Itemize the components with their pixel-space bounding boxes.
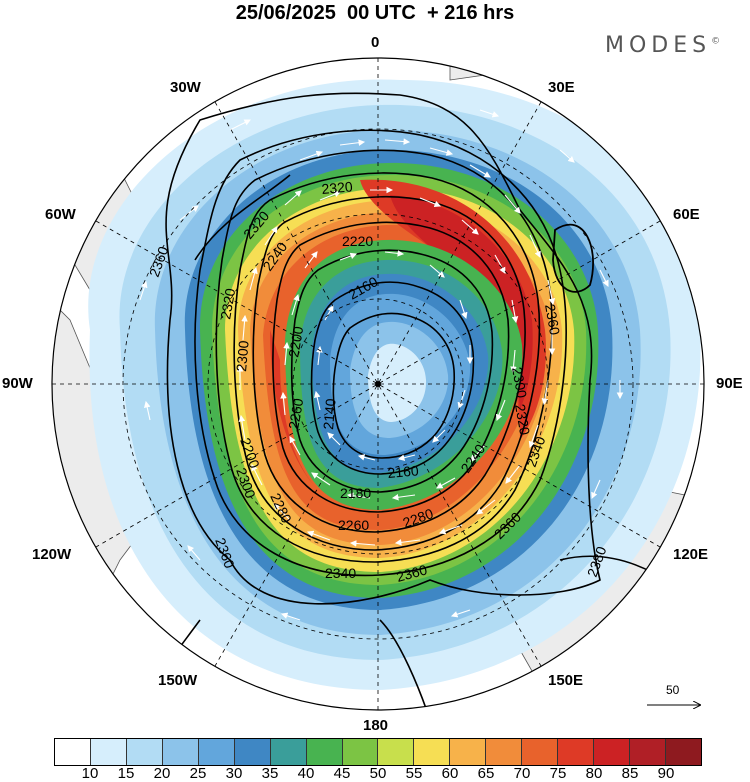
map-boundary xyxy=(51,57,705,711)
colorbar-bin xyxy=(450,739,487,765)
colorbar xyxy=(54,738,702,766)
height-contours xyxy=(129,92,681,710)
graticule xyxy=(52,58,704,710)
colorbar-bin xyxy=(162,739,199,765)
colorbar-tick-label: 75 xyxy=(549,765,567,782)
colorbar-bin xyxy=(486,739,523,765)
colorbar-bin xyxy=(270,739,307,765)
lon-label-0: 0 xyxy=(371,34,380,51)
lon-label-90e: 90E xyxy=(716,375,743,392)
colorbar-tick-label: 90 xyxy=(657,765,675,782)
colorbar-tick-label: 20 xyxy=(153,765,171,782)
map-field xyxy=(52,58,704,710)
lon-label-150w: 150W xyxy=(158,672,198,689)
colorbar-bin xyxy=(522,739,559,765)
contour-label: 2360 xyxy=(395,561,429,585)
wind-vectors xyxy=(139,109,624,621)
colorbar-tick-label: 60 xyxy=(441,765,459,782)
colorbar-tick-label: 10 xyxy=(81,765,99,782)
pole-marker xyxy=(375,381,381,387)
colorbar-bin xyxy=(234,739,271,765)
chart-title: 25/06/2025 00 UTC + 216 hrs xyxy=(235,2,515,24)
brand-mark: © xyxy=(711,36,721,47)
colorbar-bin xyxy=(126,739,163,765)
colorbar-tick-label: 40 xyxy=(297,765,315,782)
lon-label-60w: 60W xyxy=(45,206,76,223)
contour-label: 2320 xyxy=(217,287,238,321)
reference-vector-value: 50 xyxy=(666,683,680,697)
lon-label-120w: 120W xyxy=(32,546,72,563)
lon-label-150e: 150E xyxy=(548,672,584,689)
lon-label-180: 180 xyxy=(363,717,389,734)
colorbar-tick-label: 30 xyxy=(225,765,243,782)
colorbar-tick-label: 25 xyxy=(189,765,207,782)
colorbar-bin xyxy=(306,739,343,765)
colorbar-bin xyxy=(594,739,630,765)
colorbar-tick-label: 80 xyxy=(585,765,603,782)
contour-label: 2320 xyxy=(321,178,354,197)
contour-label: 2160 xyxy=(387,462,420,481)
contour-label: 2260 xyxy=(285,397,306,431)
lon-label-90w: 90W xyxy=(2,375,33,392)
contour-label: 2300 xyxy=(509,366,530,400)
colorbar-tick-label: 45 xyxy=(333,765,351,782)
colorbar-tick-label: 65 xyxy=(477,765,495,782)
colorbar-bin xyxy=(378,739,415,765)
colorbar-bin xyxy=(90,739,127,765)
colorbar-tick-label: 55 xyxy=(405,765,423,782)
contour-label: 2260 xyxy=(338,517,369,533)
colorbar-bin xyxy=(414,739,451,765)
colorbar-bin xyxy=(55,739,91,765)
colorbar-tick-label: 50 xyxy=(369,765,387,782)
colorbar-bin xyxy=(558,739,595,765)
modes-logo: MODES© xyxy=(605,33,720,58)
contour-label: 2140 xyxy=(320,398,339,431)
contour-labels: 2320 2320 2360 2220 2240 2320 2160 2200 … xyxy=(146,178,610,585)
lon-label-120e: 120E xyxy=(673,546,709,563)
colorbar-tick-label: 85 xyxy=(621,765,639,782)
contour-label: 2340 xyxy=(325,565,356,581)
lon-label-30w: 30W xyxy=(170,79,201,96)
contour-label: 2220 xyxy=(342,233,373,249)
colorbar-bin xyxy=(342,739,379,765)
contour-label: 2360 xyxy=(542,303,563,337)
lon-label-30e: 30E xyxy=(548,79,575,96)
contour-label: 2320 xyxy=(512,403,533,437)
colorbar-bin xyxy=(198,739,235,765)
colorbar-tick-label: 35 xyxy=(261,765,279,782)
colorbar-bin xyxy=(665,739,701,765)
brand-text: MODES xyxy=(605,33,712,58)
colorbar-tick-label: 15 xyxy=(117,765,135,782)
colorbar-bin xyxy=(630,739,666,765)
contour-label: 2300 xyxy=(233,340,252,373)
lon-label-60e: 60E xyxy=(673,206,700,223)
contour-label: 2200 xyxy=(285,325,306,359)
colorbar-tick-label: 70 xyxy=(513,765,531,782)
contour-label: 2180 xyxy=(340,485,371,501)
